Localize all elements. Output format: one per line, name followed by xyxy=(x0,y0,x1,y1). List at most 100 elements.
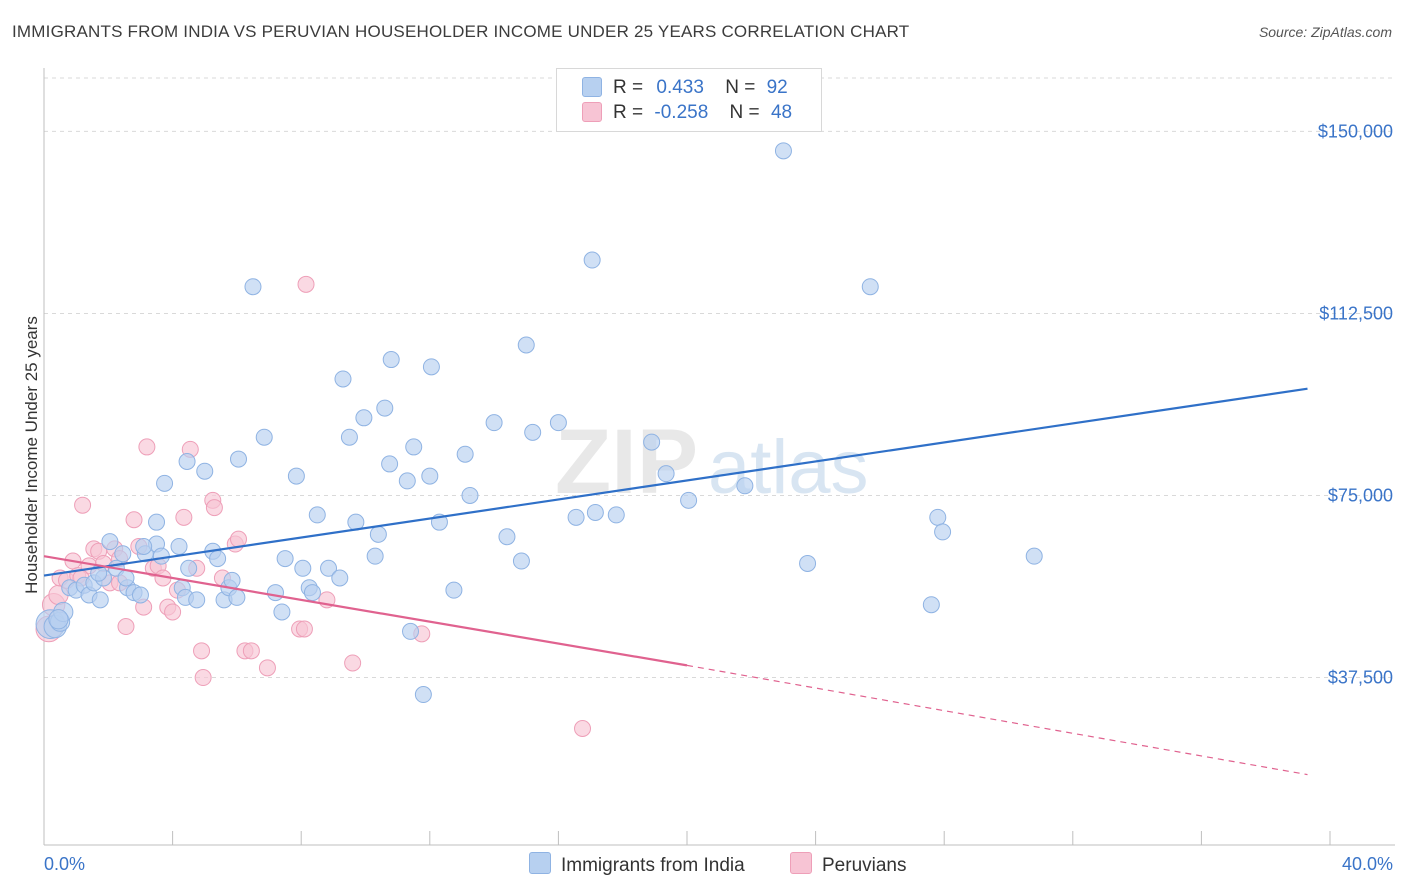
data-point-peruvians xyxy=(117,618,135,636)
y-tick-label: $37,500 xyxy=(1328,668,1393,688)
data-point-peruvians xyxy=(193,642,211,660)
y-tick-label: $75,000 xyxy=(1328,485,1393,505)
legend-r-label: R = xyxy=(613,102,644,123)
data-point-india xyxy=(170,537,188,555)
data-point-india xyxy=(303,584,321,602)
data-point-india xyxy=(135,537,153,555)
data-point-india xyxy=(320,559,338,577)
data-point-india xyxy=(178,453,196,470)
data-point-peruvians xyxy=(194,669,212,687)
data-point-india xyxy=(512,552,530,570)
data-point-india xyxy=(228,588,246,606)
trend-line-peruvians xyxy=(43,555,688,667)
bottom-legend-swatch-india xyxy=(529,852,551,874)
axes xyxy=(43,68,1395,846)
correlation-legend: R = 0.433 N = 92 R = -0.258 N = 48 xyxy=(556,68,822,132)
data-point-india xyxy=(180,559,198,577)
data-point-india xyxy=(1025,547,1043,565)
data-point-india xyxy=(567,508,585,526)
data-point-india xyxy=(456,445,474,463)
x-tick-label-max: 40.0% xyxy=(1342,854,1393,874)
data-point-peruvians xyxy=(230,530,248,548)
source-label: Source: ZipAtlas.com xyxy=(1258,24,1392,40)
data-point-india xyxy=(355,409,373,427)
data-point-india xyxy=(736,477,754,495)
data-point-india xyxy=(414,686,432,704)
series-immigrants-from-india xyxy=(35,142,1043,704)
bottom-legend-peru: Peruvians xyxy=(790,852,907,877)
data-point-peruvians xyxy=(344,654,362,672)
bottom-legend-swatch-peru xyxy=(790,852,812,874)
data-point-peruvians xyxy=(295,620,313,638)
data-point-india xyxy=(255,428,273,446)
bottom-legend-india: Immigrants from India xyxy=(529,852,745,877)
data-point-india xyxy=(376,399,394,417)
chart-title: IMMIGRANTS FROM INDIA VS PERUVIAN HOUSEH… xyxy=(12,22,910,41)
data-point-peruvians xyxy=(175,508,193,526)
legend-r-value: -0.258 xyxy=(654,102,709,123)
data-point-india xyxy=(266,584,284,602)
trend-line-india xyxy=(43,387,1308,577)
data-point-india xyxy=(402,622,420,640)
data-point-peruvians xyxy=(74,496,92,514)
data-point-india xyxy=(461,486,479,504)
data-point-india xyxy=(276,550,294,568)
gridlines xyxy=(44,77,1395,679)
data-point-peruvians xyxy=(242,642,260,660)
data-point-india xyxy=(657,465,675,483)
data-point-india xyxy=(114,545,132,563)
data-point-india xyxy=(230,450,248,468)
data-point-india xyxy=(485,414,503,432)
legend-swatch-peru xyxy=(582,102,602,122)
data-point-india xyxy=(273,603,291,621)
data-point-peruvians xyxy=(205,499,223,517)
legend-n-label: N = xyxy=(725,77,756,98)
data-point-india xyxy=(524,423,542,441)
data-point-india xyxy=(223,571,241,589)
data-point-india xyxy=(583,251,601,269)
watermark: ZIP atlas xyxy=(555,411,869,513)
data-point-india xyxy=(188,591,206,609)
data-point-india xyxy=(148,513,166,531)
data-point-india xyxy=(366,547,384,565)
legend-n-value: 48 xyxy=(770,102,793,123)
legend-swatch-india xyxy=(582,77,602,97)
data-point-india xyxy=(421,467,439,485)
bottom-legend-label-india: Immigrants from India xyxy=(561,855,745,876)
data-point-india xyxy=(405,438,423,456)
x-tick-label-min: 0.0% xyxy=(44,854,85,874)
data-point-india xyxy=(929,508,947,526)
data-point-india xyxy=(152,547,170,565)
y-tick-label: $112,500 xyxy=(1319,303,1393,323)
data-point-india xyxy=(586,503,604,521)
data-point-india xyxy=(934,523,952,541)
data-point-peruvians xyxy=(574,719,592,737)
data-point-peruvians xyxy=(164,603,182,621)
data-point-india xyxy=(680,491,698,509)
data-point-india xyxy=(244,278,262,296)
legend-n-value: 92 xyxy=(766,77,788,98)
data-point-india xyxy=(607,506,625,524)
y-axis-title: Householder Income Under 25 years xyxy=(22,316,41,594)
data-point-india xyxy=(398,472,416,490)
data-point-peruvians xyxy=(125,511,143,529)
data-point-india xyxy=(369,525,387,543)
tick-labels: $37,500 $75,000 $112,500 $150,000 0.0% 40.0% xyxy=(44,121,1393,874)
data-point-peruvians xyxy=(297,275,315,293)
data-point-india xyxy=(91,591,109,609)
data-point-india xyxy=(643,433,661,451)
trend-lines xyxy=(43,387,1308,776)
legend-n-label: N = xyxy=(729,102,760,123)
data-point-peruvians xyxy=(138,438,156,456)
data-point-india xyxy=(331,569,349,587)
data-point-india xyxy=(799,554,817,572)
data-point-india xyxy=(861,278,879,296)
data-point-india xyxy=(774,142,792,160)
data-point-india xyxy=(334,370,352,388)
data-point-india xyxy=(287,467,305,485)
data-point-india xyxy=(308,506,326,524)
data-point-india xyxy=(381,455,399,473)
data-point-india xyxy=(196,462,214,480)
data-point-india xyxy=(382,351,400,369)
